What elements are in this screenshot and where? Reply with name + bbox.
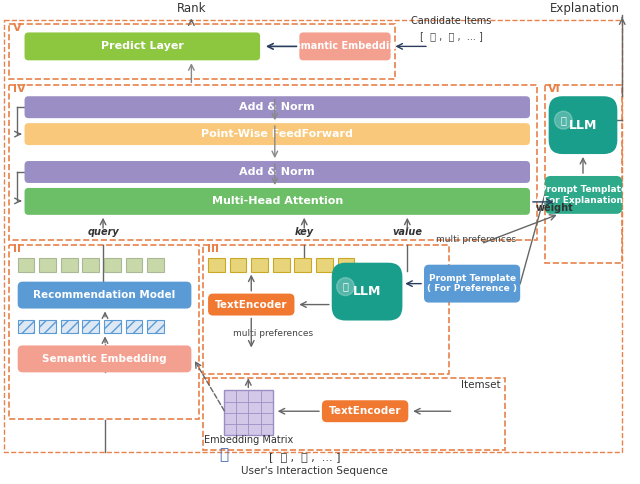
Bar: [9, 25, 394, 79]
FancyBboxPatch shape: [61, 319, 77, 333]
Bar: [9, 85, 537, 240]
Text: 👤: 👤: [220, 447, 228, 462]
FancyBboxPatch shape: [322, 400, 408, 422]
Text: Semantic Embedding: Semantic Embedding: [287, 42, 403, 51]
Text: value: value: [392, 227, 422, 237]
Text: Candidate Items: Candidate Items: [412, 16, 492, 27]
FancyBboxPatch shape: [147, 257, 164, 272]
Text: [  ⌚ ,  📱 ,  ... ]: [ ⌚ , 📱 , ... ]: [420, 31, 483, 42]
Bar: [203, 245, 449, 374]
FancyBboxPatch shape: [147, 319, 164, 333]
FancyBboxPatch shape: [273, 257, 289, 272]
Text: multi preferences: multi preferences: [436, 235, 516, 244]
Text: VI: VI: [548, 84, 560, 94]
FancyBboxPatch shape: [300, 32, 390, 60]
Text: Itemset: Itemset: [461, 380, 500, 390]
Bar: [545, 85, 622, 263]
FancyBboxPatch shape: [332, 263, 403, 320]
FancyBboxPatch shape: [125, 319, 142, 333]
Text: Rank: Rank: [177, 2, 206, 15]
FancyBboxPatch shape: [83, 257, 99, 272]
Text: weight: weight: [536, 203, 573, 213]
Text: TextEncoder: TextEncoder: [329, 406, 401, 416]
Text: Add & Norm: Add & Norm: [239, 102, 315, 112]
Text: LLM: LLM: [569, 119, 597, 132]
Text: TextEncoder: TextEncoder: [215, 300, 287, 310]
Text: Recommendation Model: Recommendation Model: [33, 290, 175, 300]
Text: query: query: [87, 227, 119, 237]
FancyBboxPatch shape: [24, 96, 530, 118]
Text: multi preferences: multi preferences: [233, 330, 313, 338]
Text: Prompt Template
( For Explanation ): Prompt Template ( For Explanation ): [536, 185, 630, 205]
Bar: [4, 20, 622, 452]
FancyBboxPatch shape: [208, 257, 225, 272]
FancyBboxPatch shape: [39, 319, 56, 333]
Bar: [224, 390, 273, 435]
Bar: [203, 378, 506, 450]
Bar: [9, 245, 199, 419]
Text: Embedding Matrix: Embedding Matrix: [204, 435, 293, 445]
Text: IV: IV: [13, 84, 26, 94]
Circle shape: [337, 278, 355, 296]
Text: LLM: LLM: [353, 285, 381, 298]
Text: [  📷 ,  📹 ,  ... ]: [ 📷 , 📹 , ... ]: [269, 452, 340, 462]
Text: Explanation: Explanation: [550, 2, 620, 15]
FancyBboxPatch shape: [104, 257, 121, 272]
FancyBboxPatch shape: [208, 294, 294, 316]
Text: Predict Layer: Predict Layer: [101, 42, 184, 51]
FancyBboxPatch shape: [316, 257, 333, 272]
Text: V: V: [13, 23, 21, 33]
FancyBboxPatch shape: [24, 188, 530, 215]
Text: User's Interaction Sequence: User's Interaction Sequence: [241, 466, 387, 476]
FancyBboxPatch shape: [24, 32, 260, 60]
Text: III: III: [207, 244, 219, 254]
FancyBboxPatch shape: [294, 257, 311, 272]
FancyBboxPatch shape: [18, 346, 191, 372]
Text: ✨: ✨: [342, 282, 348, 292]
FancyBboxPatch shape: [18, 257, 35, 272]
Text: Semantic Embedding: Semantic Embedding: [42, 354, 167, 364]
Text: Point-Wise FeedForward: Point-Wise FeedForward: [202, 129, 353, 139]
Circle shape: [554, 111, 572, 129]
Text: key: key: [294, 227, 314, 237]
Text: Add & Norm: Add & Norm: [239, 167, 315, 177]
FancyBboxPatch shape: [24, 123, 530, 145]
Text: ✨: ✨: [561, 115, 566, 125]
Text: Prompt Template
( For Preference ): Prompt Template ( For Preference ): [427, 274, 517, 293]
FancyBboxPatch shape: [252, 257, 268, 272]
Text: II: II: [13, 244, 20, 254]
FancyBboxPatch shape: [548, 96, 618, 154]
FancyBboxPatch shape: [125, 257, 142, 272]
FancyBboxPatch shape: [18, 319, 35, 333]
FancyBboxPatch shape: [61, 257, 77, 272]
FancyBboxPatch shape: [230, 257, 246, 272]
FancyBboxPatch shape: [338, 257, 355, 272]
FancyBboxPatch shape: [83, 319, 99, 333]
Text: Multi-Head Attention: Multi-Head Attention: [212, 197, 343, 206]
FancyBboxPatch shape: [39, 257, 56, 272]
FancyBboxPatch shape: [18, 282, 191, 309]
FancyBboxPatch shape: [24, 161, 530, 183]
FancyBboxPatch shape: [424, 265, 520, 302]
FancyBboxPatch shape: [545, 176, 622, 214]
Text: I: I: [207, 378, 211, 387]
FancyBboxPatch shape: [104, 319, 121, 333]
